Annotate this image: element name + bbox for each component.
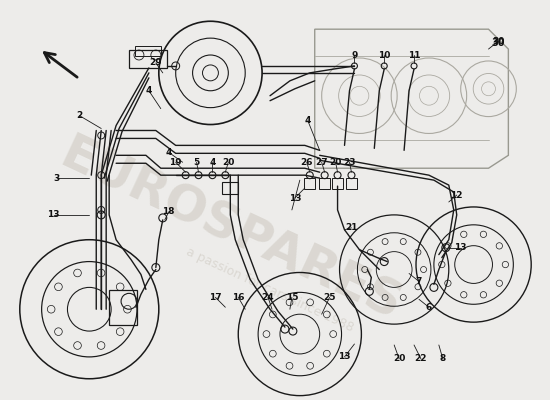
Text: 17: 17 — [209, 293, 222, 302]
Text: 5: 5 — [194, 158, 200, 167]
Bar — [129, 50, 167, 68]
Text: 20: 20 — [329, 158, 342, 167]
Text: 30: 30 — [492, 37, 504, 46]
Text: 9: 9 — [351, 50, 358, 60]
Text: 21: 21 — [345, 223, 358, 232]
Text: EUROSPARES: EUROSPARES — [52, 130, 409, 330]
Text: 29: 29 — [150, 58, 162, 68]
Text: 13: 13 — [338, 352, 351, 362]
Bar — [135, 46, 161, 56]
Text: 24: 24 — [262, 293, 274, 302]
Text: 8: 8 — [439, 354, 446, 363]
Text: 6: 6 — [426, 303, 432, 312]
Text: 13: 13 — [47, 210, 60, 219]
Text: 10: 10 — [378, 50, 390, 60]
Text: 4: 4 — [166, 148, 172, 157]
Text: 4: 4 — [146, 86, 152, 95]
Text: 18: 18 — [162, 208, 175, 216]
Text: 25: 25 — [323, 293, 336, 302]
Text: 22: 22 — [415, 354, 427, 363]
Text: 4: 4 — [305, 116, 311, 125]
Text: 4: 4 — [209, 158, 216, 167]
Text: 30: 30 — [492, 38, 505, 48]
Text: 12: 12 — [450, 190, 463, 200]
Bar — [304, 178, 315, 188]
Bar — [332, 178, 343, 188]
Bar — [346, 178, 357, 188]
Text: 2: 2 — [76, 111, 82, 120]
Text: 23: 23 — [343, 158, 356, 167]
Text: 13: 13 — [454, 243, 467, 252]
Text: 16: 16 — [232, 293, 245, 302]
Text: 13: 13 — [289, 194, 301, 202]
Bar — [222, 182, 238, 194]
Text: 19: 19 — [169, 158, 182, 167]
Bar — [109, 290, 137, 325]
Text: 20: 20 — [222, 158, 234, 167]
Text: 20: 20 — [393, 354, 405, 363]
Text: 7: 7 — [416, 277, 422, 286]
Text: 27: 27 — [315, 158, 328, 167]
Text: 3: 3 — [53, 174, 59, 183]
Text: a passion for cars since 1988: a passion for cars since 1988 — [184, 245, 356, 334]
Text: 11: 11 — [408, 50, 420, 60]
Text: 26: 26 — [300, 158, 313, 167]
Text: 15: 15 — [285, 293, 298, 302]
Bar — [319, 178, 330, 188]
